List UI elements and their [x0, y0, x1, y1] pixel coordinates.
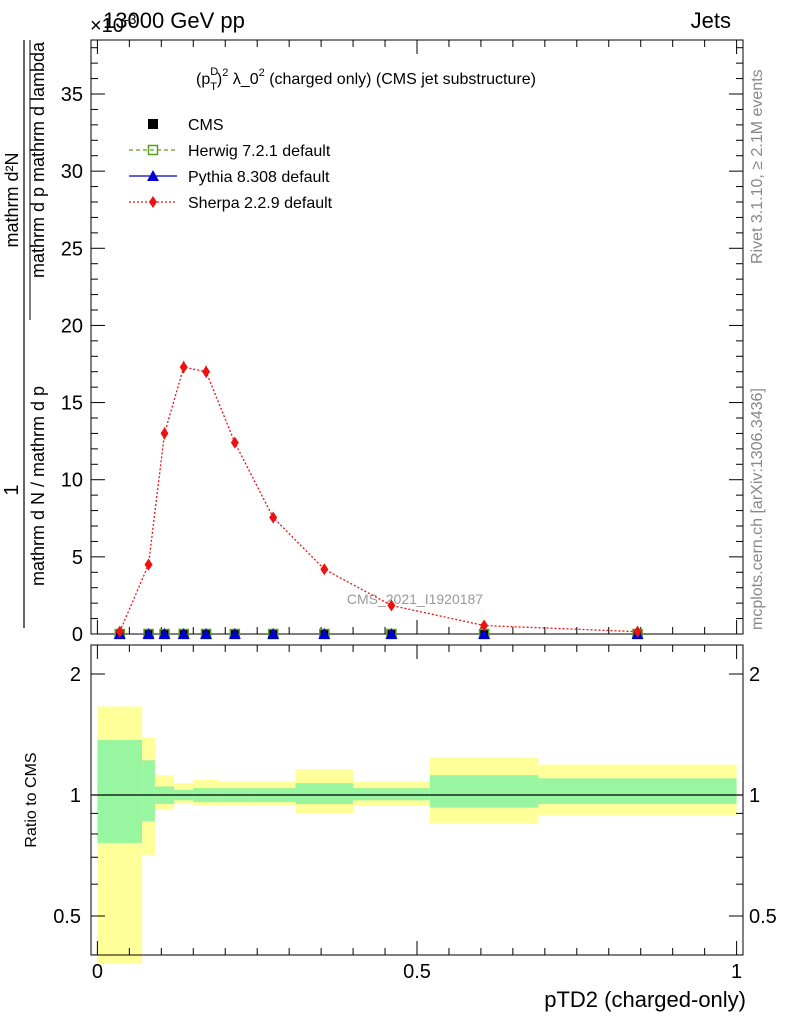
ratio-xtick-label: 1	[731, 961, 742, 983]
main-ytick-label: 35	[61, 84, 83, 106]
ylabel-num: mathrm d²N	[2, 152, 22, 247]
mcplots-label: mcplots.cern.ch [arXiv:1306.3436]	[749, 388, 766, 630]
axis-labels: 1 mathrm d N / mathrm d p mathrm d²N mathrm…	[1, 40, 746, 1012]
beam-label: 13000 GeV pp	[103, 8, 245, 33]
jets-label: Jets	[691, 8, 731, 33]
sherpa-point	[320, 563, 329, 576]
ratio-ytick-label-right: 1	[749, 785, 760, 807]
rivet-label: Rivet 3.1.10, ≥ 2.1M events	[749, 69, 766, 264]
legend-marker-cms	[148, 119, 158, 129]
ratio-ytick-label: 1	[70, 785, 81, 807]
ylabel-den: mathrm d p mathrm d lambda	[28, 41, 48, 278]
main-plot-area: 0 5 10 15 20 25 30 35 CMS_2021_I1920187 (pD T)2 λ_…	[61, 39, 744, 646]
plot-title: (pD T)2 λ_02 (charged only) (CMS jet subs…	[196, 66, 536, 93]
main-ytick-label: 10	[61, 470, 83, 492]
sherpa-point	[202, 365, 211, 378]
legend-label-pythia: Pythia 8.308 default	[188, 169, 330, 186]
ylabel-prefix-den: mathrm d N / mathrm d p	[28, 386, 48, 586]
main-ytick-label: 30	[61, 161, 83, 183]
legend-marker-herwig	[147, 144, 159, 156]
pythia-point	[228, 628, 241, 639]
pythia-point	[200, 628, 213, 639]
sherpa-point	[269, 511, 278, 524]
ratio-ytick-label: 2	[70, 664, 81, 686]
legend-marker-sherpa	[149, 196, 157, 208]
ratio-ytick-label-right: 0.5	[749, 906, 777, 928]
ratio-inner-band-8	[353, 788, 430, 801]
ylabel-prefix: 1	[1, 484, 23, 495]
ratio-ylabel: Ratio to CMS	[23, 752, 40, 847]
main-ytick-label: 15	[61, 393, 83, 415]
ratio-ytick-label-right: 2	[749, 664, 760, 686]
ratio-inner-band-1	[142, 760, 155, 822]
ratio-plot-area: 0 0.5 1 0.5 0.5 1 1 2 2	[53, 644, 777, 983]
main-ylabel: 1 mathrm d N / mathrm d p mathrm d²N mathrm…	[1, 40, 48, 628]
y-scale-exponent: ×10-3	[90, 11, 137, 37]
xlabel: pTD2 (charged-only)	[544, 987, 746, 1012]
ratio-inner-band-9	[429, 775, 539, 808]
sherpa-point	[633, 625, 642, 638]
ratio-inner-band-0	[97, 740, 143, 843]
ratio-inner-band-7	[295, 783, 354, 804]
main-ytick-label: 5	[72, 547, 83, 569]
legend-label-sherpa: Sherpa 2.2.9 default	[188, 195, 333, 212]
pythia-point	[478, 628, 491, 639]
main-ytick-label: 25	[61, 238, 83, 260]
sherpa-point	[160, 427, 169, 440]
legend-label-herwig: Herwig 7.2.1 default	[188, 143, 331, 160]
sherpa-point	[179, 361, 188, 374]
main-ytick-label: 20	[61, 315, 83, 337]
ratio-ytick-label: 0.5	[53, 906, 81, 928]
pythia-point	[177, 628, 190, 639]
main-ytick-label: 0	[72, 624, 83, 646]
pythia-point	[267, 628, 280, 639]
sherpa-point	[387, 599, 396, 612]
watermark: CMS_2021_I1920187	[347, 591, 483, 607]
sherpa-point	[115, 625, 124, 638]
pythia-point	[158, 628, 171, 639]
ratio-xtick-label: 0	[92, 961, 103, 983]
sherpa-point	[480, 619, 489, 632]
sherpa-point	[144, 558, 153, 571]
pythia-point	[318, 628, 331, 639]
pythia-point	[142, 628, 155, 639]
legend-marker-pythia	[147, 170, 159, 181]
ratio-inner-band-10	[538, 778, 737, 804]
pythia-point	[385, 628, 398, 639]
legend-label-cms: CMS	[188, 117, 224, 134]
sherpa-point	[230, 436, 239, 449]
ratio-xtick-label: 0.5	[403, 961, 431, 983]
